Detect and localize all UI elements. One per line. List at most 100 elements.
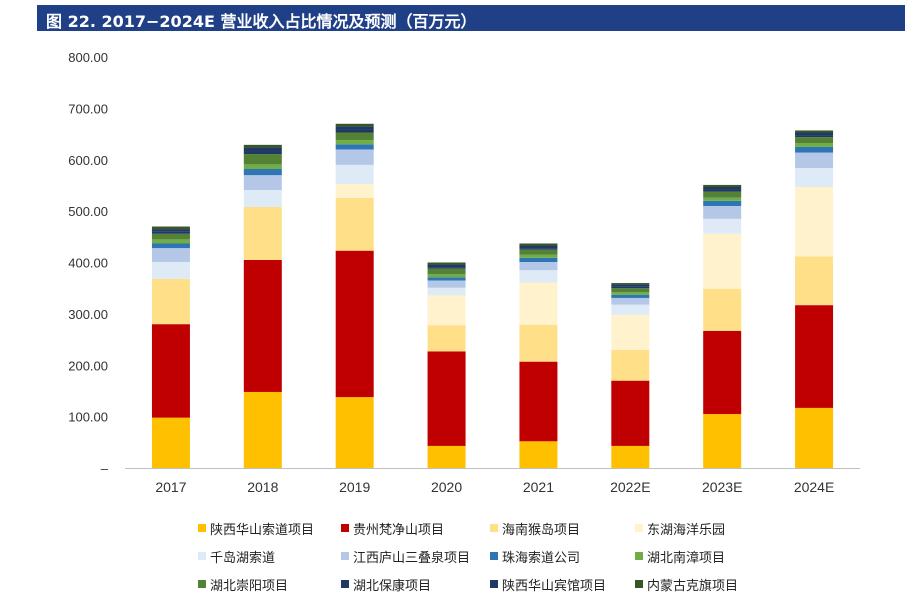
bar-segment: [335, 144, 374, 150]
bar-segment: [611, 297, 650, 305]
y-tick-label: 200.00: [68, 358, 108, 373]
legend-item: 湖北崇阳项目: [198, 574, 288, 594]
bar-segment: [335, 132, 374, 141]
bar-segment: [703, 233, 742, 289]
bar-segment: [703, 200, 742, 206]
bar-segment: [335, 164, 374, 184]
x-tick-label: 2023E: [702, 479, 742, 495]
bar-segment: [427, 280, 466, 288]
y-tick-label: 100.00: [68, 410, 108, 425]
legend-item: 海南猴岛项目: [490, 518, 580, 538]
bar-segment: [611, 286, 650, 289]
bar-segment: [795, 407, 834, 468]
y-tick-label: 400.00: [68, 256, 108, 271]
legend-label: 贵州梵净山项目: [353, 522, 445, 538]
bar-segment: [243, 259, 282, 392]
bar-segment: [335, 123, 374, 127]
legend-swatch: [490, 552, 498, 560]
legend-item: 陕西华山索道项目: [198, 518, 314, 538]
legend-label: 湖北南漳项目: [647, 550, 726, 566]
bar-segment: [335, 149, 374, 165]
bar-segment: [519, 248, 558, 250]
y-tick-label: 700.00: [68, 101, 108, 116]
bar-segment: [151, 248, 190, 262]
bar-segment: [795, 137, 834, 144]
bar-segment: [611, 294, 650, 298]
bar-segment: [335, 250, 374, 398]
legend-label: 千岛湖索道: [210, 550, 276, 566]
bar-segment: [611, 314, 650, 350]
bar-segment: [611, 292, 650, 295]
bar-segment: [243, 154, 282, 165]
y-tick-label: 800.00: [68, 50, 108, 65]
bar-segment: [795, 167, 834, 187]
bar-segment: [427, 264, 466, 268]
bar-segment: [427, 445, 466, 468]
bar-segment: [795, 135, 834, 138]
bar-segment: [151, 278, 190, 325]
bar-segment: [519, 441, 558, 468]
title-bar: 图 22. 2017−2024E 营业收入占比情况及预测（百万元）: [37, 5, 905, 31]
bar-segment: [519, 324, 558, 362]
bar-segment: [243, 147, 282, 152]
bar-segment: [519, 245, 558, 249]
bar-segment: [703, 330, 742, 415]
bar-segment: [703, 414, 742, 468]
legend-label: 东湖海洋乐园: [647, 522, 726, 538]
bar-segment: [795, 256, 834, 306]
bar-segment: [427, 325, 466, 352]
bar-segment: [703, 189, 742, 192]
bar-segment: [151, 243, 190, 249]
bar-segment: [703, 191, 742, 198]
x-tick-label: 2017: [155, 479, 186, 495]
legend-item: 贵州梵净山项目: [341, 518, 444, 538]
bar-segment: [795, 152, 834, 168]
bar-segment: [335, 129, 374, 133]
bar-segment: [151, 261, 190, 279]
bar-segment: [611, 349, 650, 381]
legend-swatch: [341, 552, 349, 560]
y-tick-label: 600.00: [68, 153, 108, 168]
legend-swatch: [198, 524, 206, 532]
bar-segment: [795, 305, 834, 408]
bar-segment: [519, 249, 558, 255]
legend-item: 千岛湖索道: [198, 546, 275, 566]
legend-swatch: [635, 580, 643, 588]
bar-segment: [703, 288, 742, 331]
legend-swatch: [341, 524, 349, 532]
bar-segment: [151, 231, 190, 234]
bar-segment: [427, 351, 466, 446]
bar-segment: [335, 183, 374, 198]
bar-segment: [519, 243, 558, 246]
bar-segment: [519, 254, 558, 258]
bar-segment: [611, 288, 650, 293]
bar-segment: [519, 257, 558, 262]
legend-item: 湖北南漳项目: [635, 546, 725, 566]
bar-segment: [243, 151, 282, 155]
bar-segment: [243, 164, 282, 169]
legend-item: 珠海索道公司: [490, 546, 580, 566]
legend-label: 湖北保康项目: [353, 578, 432, 594]
bar-segment: [427, 295, 466, 326]
bar-segment: [243, 207, 282, 260]
bar-segment: [611, 304, 650, 315]
y-tick-label: 300.00: [68, 307, 108, 322]
bar-segment: [519, 361, 558, 442]
legend-label: 内蒙古克旗项目: [647, 578, 739, 594]
legend-item: 内蒙古克旗项目: [635, 574, 738, 594]
legend-label: 湖北崇阳项目: [210, 578, 289, 594]
legend-label: 陕西华山宾馆项目: [502, 578, 607, 594]
bar-segment: [151, 239, 190, 244]
legend-item: 东湖海洋乐园: [635, 518, 725, 538]
bar-segment: [519, 282, 558, 325]
bar-segment: [795, 132, 834, 136]
legend-item: 湖北保康项目: [341, 574, 431, 594]
x-tick-label: 2024E: [794, 479, 834, 495]
bar-segment: [335, 126, 374, 130]
x-tick-label: 2020: [431, 479, 462, 495]
legend-swatch: [490, 524, 498, 532]
bar-segment: [243, 391, 282, 468]
bar-segment: [151, 229, 190, 232]
legend-swatch: [198, 552, 206, 560]
bar-segment: [335, 397, 374, 468]
